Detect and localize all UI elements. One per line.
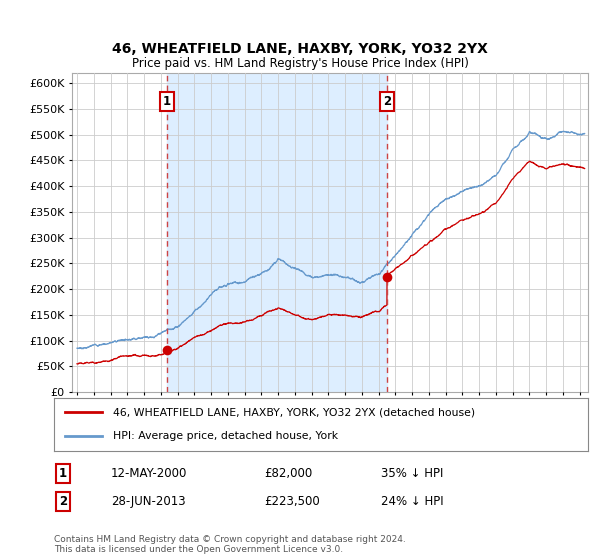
Text: Contains HM Land Registry data © Crown copyright and database right 2024.
This d: Contains HM Land Registry data © Crown c… [54, 535, 406, 554]
Text: £82,000: £82,000 [264, 466, 312, 480]
Text: 46, WHEATFIELD LANE, HAXBY, YORK, YO32 2YX (detached house): 46, WHEATFIELD LANE, HAXBY, YORK, YO32 2… [113, 408, 475, 418]
Text: £223,500: £223,500 [264, 494, 320, 508]
Text: 28-JUN-2013: 28-JUN-2013 [111, 494, 185, 508]
Text: 1: 1 [59, 466, 67, 480]
Text: HPI: Average price, detached house, York: HPI: Average price, detached house, York [113, 431, 338, 441]
Text: 35% ↓ HPI: 35% ↓ HPI [381, 466, 443, 480]
Text: 1: 1 [163, 95, 171, 108]
Text: 46, WHEATFIELD LANE, HAXBY, YORK, YO32 2YX: 46, WHEATFIELD LANE, HAXBY, YORK, YO32 2… [112, 42, 488, 56]
Text: Price paid vs. HM Land Registry's House Price Index (HPI): Price paid vs. HM Land Registry's House … [131, 57, 469, 70]
Text: 2: 2 [383, 95, 391, 108]
Bar [167, 73, 387, 392]
Text: 2: 2 [59, 494, 67, 508]
Text: 24% ↓ HPI: 24% ↓ HPI [381, 494, 443, 508]
Text: 12-MAY-2000: 12-MAY-2000 [111, 466, 187, 480]
